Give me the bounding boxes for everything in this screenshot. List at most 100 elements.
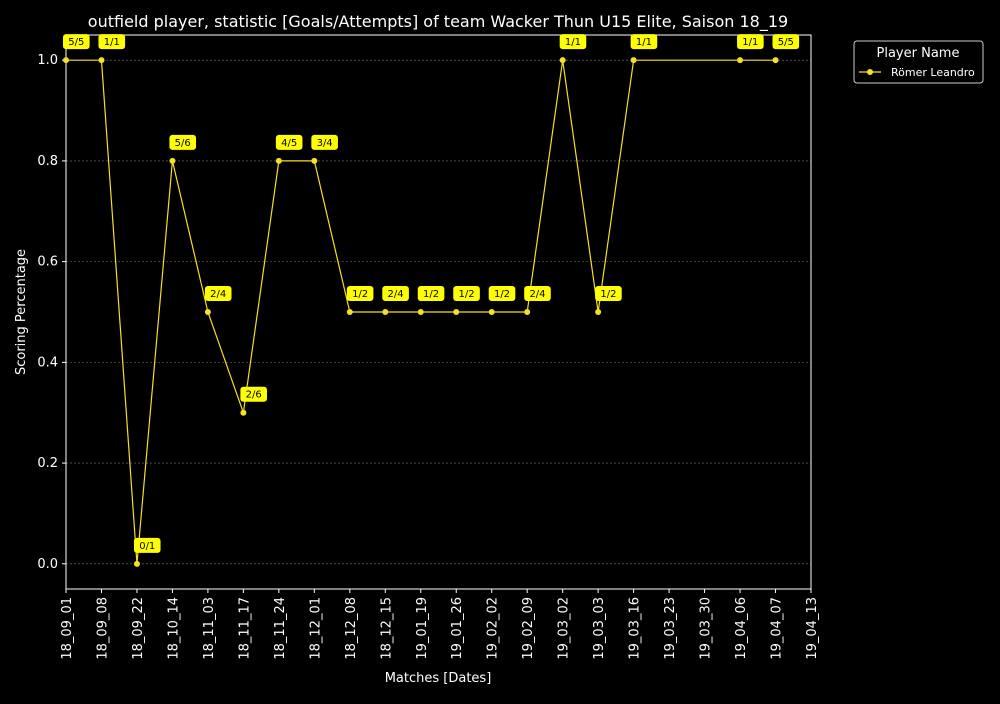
data-label: 2/4 — [204, 286, 232, 301]
x-tick-label: 19_04_07 — [770, 597, 785, 660]
data-label-text: 2/4 — [529, 289, 545, 300]
data-label-box — [133, 537, 161, 553]
data-label-box — [524, 286, 551, 301]
data-label-text: 4/5 — [281, 138, 297, 149]
axes: 0.0 0.2 0.4 0.6 0.8 1.0 18_09_01 18_09_08 18_09_… — [37, 34, 820, 660]
y-tick-label: 0.6 — [37, 255, 58, 270]
data-label-box — [169, 134, 197, 150]
data-label: 5/5 — [772, 34, 800, 50]
data-label-box — [453, 286, 480, 301]
legend-entry-label: Römer Leandro — [891, 66, 975, 79]
data-point — [453, 309, 460, 315]
data-label: 1/1 — [737, 34, 764, 50]
data-label-text: 1/2 — [600, 289, 616, 300]
data-label-text: 1/2 — [494, 289, 510, 300]
data-label-box — [488, 286, 516, 301]
data-label-box — [382, 286, 409, 301]
x-axis-label: Matches [Dates] — [385, 671, 492, 686]
data-label: 1/2 — [346, 286, 374, 301]
legend-marker-sample — [867, 69, 873, 75]
data-point — [595, 309, 602, 315]
x-tick-label: 19_03_02 — [557, 597, 572, 660]
data-label: 1/2 — [488, 286, 516, 301]
x-tick-label: 19_03_03 — [592, 597, 607, 660]
x-tick-label: 19_01_19 — [415, 597, 430, 660]
data-point — [630, 57, 637, 64]
data-label-text: 2/6 — [246, 390, 262, 401]
data-point — [524, 309, 531, 315]
data-point — [737, 57, 744, 64]
grid-lines — [66, 59, 811, 565]
x-tick-label: 18_12_15 — [379, 597, 394, 660]
x-tick-label: 18_12_08 — [344, 597, 359, 660]
data-label-text: 2/4 — [388, 289, 404, 300]
data-point — [275, 157, 282, 164]
data-point — [311, 157, 318, 164]
data-point — [488, 309, 495, 315]
x-tick-label: 19_03_16 — [628, 597, 643, 660]
data-label-box — [559, 34, 587, 50]
data-point — [417, 309, 424, 315]
data-label-text: 5/6 — [175, 138, 191, 149]
y-tick-label: 0.8 — [37, 154, 58, 169]
y-tick-label: 0.0 — [37, 557, 58, 572]
data-labels: 5/5 1/1 0/1 5/6 2/4 2/6 4/5 3/4 1/2 2/4 1/2 1/2 1/2 2… — [63, 34, 800, 553]
data-label-box — [772, 34, 800, 50]
x-tick-label: 19_04_06 — [734, 597, 749, 660]
data-label-box — [417, 286, 445, 301]
data-label: 1/2 — [453, 286, 480, 301]
x-tick-label: 19_02_09 — [521, 597, 536, 660]
data-label: 2/6 — [240, 386, 267, 402]
series-lines — [63, 57, 779, 567]
data-label-box — [595, 286, 622, 301]
x-tick-label: 18_12_01 — [308, 597, 323, 660]
data-label-box — [311, 134, 338, 150]
data-label: 1/1 — [559, 34, 587, 50]
x-tick-label: 18_11_17 — [237, 597, 252, 660]
y-tick-label: 0.4 — [37, 355, 58, 370]
data-label-text: 1/1 — [742, 37, 758, 48]
data-point — [346, 309, 353, 315]
data-point — [169, 157, 176, 164]
data-label-text: 5/5 — [778, 37, 794, 48]
data-label-text: 1/1 — [636, 37, 652, 48]
data-label: 5/6 — [169, 134, 197, 150]
data-label-text: 2/4 — [210, 289, 226, 300]
y-axis-label: Scoring Percentage — [14, 249, 29, 375]
chart-title: outfield player, statistic [Goals/Attemp… — [88, 12, 788, 32]
data-label-text: 1/1 — [565, 37, 581, 48]
data-point — [382, 309, 389, 315]
data-point — [772, 57, 779, 64]
data-label-box — [63, 34, 90, 50]
data-label-box — [630, 34, 658, 50]
data-label: 1/2 — [595, 286, 622, 301]
data-point — [98, 57, 105, 64]
data-point — [204, 309, 211, 315]
data-point — [63, 57, 69, 64]
data-label: 1/1 — [630, 34, 658, 50]
y-tick-label: 1.0 — [37, 53, 58, 68]
data-label-text: 1/2 — [352, 289, 368, 300]
data-label: 2/4 — [524, 286, 551, 301]
x-tick-label: 19_03_23 — [663, 597, 678, 660]
x-tick-label: 18_09_01 — [60, 597, 75, 660]
data-label: 1/1 — [98, 34, 126, 50]
data-label: 4/5 — [275, 134, 303, 150]
data-label-box — [98, 34, 126, 50]
legend-title: Player Name — [877, 46, 960, 61]
data-label-text: 1/2 — [423, 289, 439, 300]
x-tick-label: 18_11_03 — [202, 597, 217, 660]
x-tick-label: 18_10_14 — [166, 597, 181, 660]
x-tick-label: 18_09_08 — [95, 597, 110, 660]
data-point — [559, 57, 566, 64]
x-tick-label: 18_09_22 — [131, 597, 146, 660]
data-label-text: 1/1 — [104, 37, 120, 48]
legend: Player Name Römer Leandro — [853, 40, 984, 84]
data-label-text: 0/1 — [139, 541, 155, 552]
data-label: 0/1 — [133, 537, 161, 553]
data-point — [133, 560, 140, 567]
x-tick-label: 19_01_26 — [450, 597, 465, 660]
